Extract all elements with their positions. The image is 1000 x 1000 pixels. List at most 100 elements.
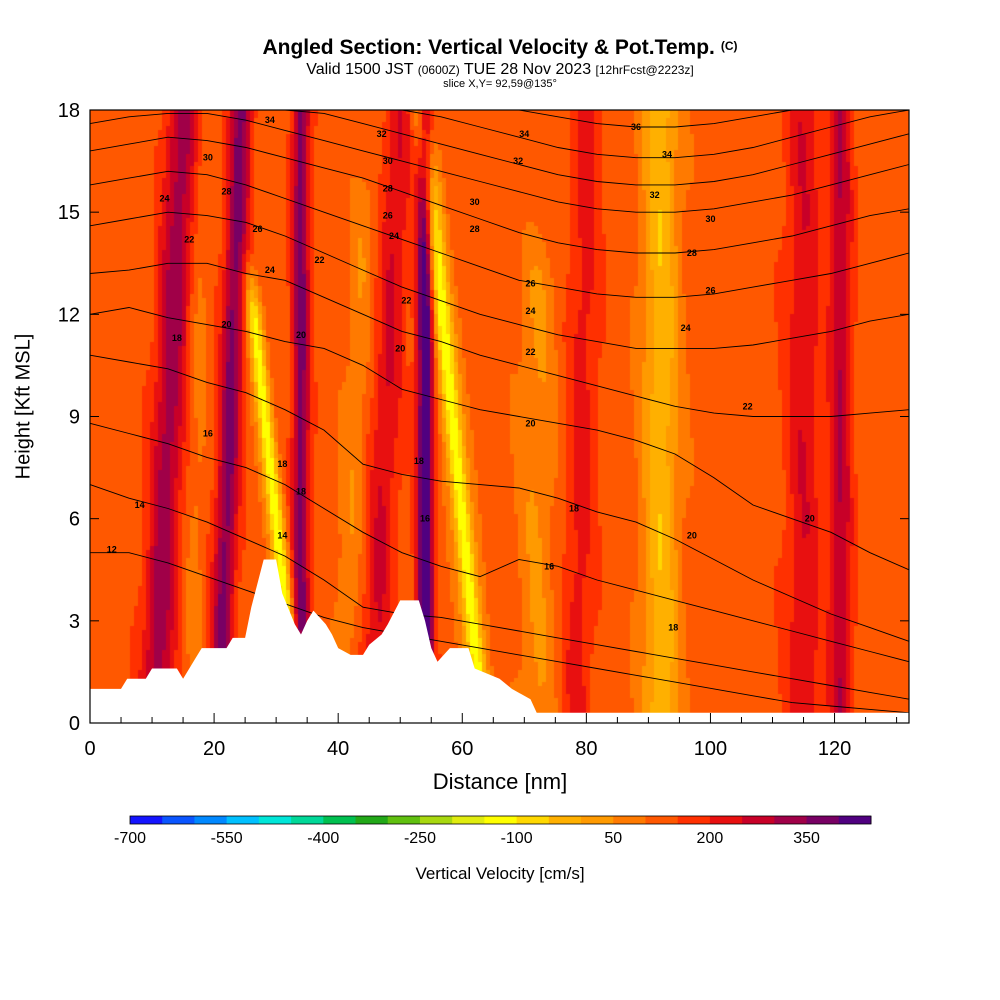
contour-label: 20 bbox=[296, 330, 306, 340]
contour-label: 24 bbox=[159, 194, 169, 204]
colorbar-tick-label: 50 bbox=[604, 830, 622, 847]
contour-labels: 12 14 14 16 16 16 18 18 18 18 18 18 20 20 20 20 20 20 22 22… bbox=[107, 115, 815, 632]
x-tick-label: 40 bbox=[327, 738, 349, 760]
colorbar-swatch bbox=[645, 816, 679, 824]
contour-label: 28 bbox=[687, 248, 697, 258]
theta-contour-20 bbox=[89, 307, 910, 571]
theta-contour-14 bbox=[89, 484, 910, 700]
theta-contours bbox=[89, 109, 910, 714]
contour-label: 14 bbox=[277, 531, 287, 541]
x-tick-label: 100 bbox=[694, 738, 727, 760]
chart-subtitle: Valid 1500 JST (0600Z) TUE 28 Nov 2023 [… bbox=[306, 61, 694, 78]
colorbar-swatch bbox=[291, 816, 324, 824]
colorbar: -700 -550 -400 -250 -100 50 200 350 bbox=[114, 815, 872, 847]
contour-label: 32 bbox=[650, 190, 660, 200]
contour-label: 20 bbox=[221, 320, 231, 330]
contour-label: 34 bbox=[662, 149, 672, 159]
contour-label: 26 bbox=[705, 285, 715, 295]
contour-label: 20 bbox=[395, 343, 405, 353]
y-tick-label: 6 bbox=[69, 509, 80, 531]
contour-label: 18 bbox=[569, 503, 579, 513]
contour-label: 34 bbox=[519, 129, 529, 139]
contour-label: 28 bbox=[383, 183, 393, 193]
contour-label: 20 bbox=[805, 514, 815, 524]
x-axis-label: Distance [nm] bbox=[432, 769, 568, 794]
contour-label: 24 bbox=[526, 306, 536, 316]
theta-contour-18 bbox=[89, 354, 910, 642]
colorbar-tick-label: -550 bbox=[211, 830, 243, 847]
colorbar-swatch bbox=[613, 816, 646, 824]
colorbar-swatch bbox=[419, 816, 453, 824]
theta-contour-30 bbox=[89, 112, 910, 213]
contour-label: 26 bbox=[383, 211, 393, 221]
contour-label: 22 bbox=[315, 255, 325, 265]
contour-label: 20 bbox=[526, 418, 536, 428]
slice-label: slice X,Y= 92,59@135° bbox=[443, 78, 557, 90]
contour-label: 30 bbox=[203, 153, 213, 163]
contour-label: 16 bbox=[420, 514, 430, 524]
colorbar-swatch bbox=[387, 816, 421, 824]
colorbar-label: Vertical Velocity [cm/s] bbox=[415, 864, 585, 883]
y-tick-label: 3 bbox=[69, 611, 80, 633]
colorbar-swatch bbox=[226, 816, 260, 824]
colorbar-swatch bbox=[742, 816, 775, 824]
contour-label: 16 bbox=[544, 561, 554, 571]
theta-contour-12 bbox=[90, 552, 910, 714]
contour-label: 32 bbox=[513, 156, 523, 166]
colorbar-swatch bbox=[838, 816, 872, 824]
contour-label: 16 bbox=[203, 429, 213, 439]
contour-label: 18 bbox=[277, 459, 287, 469]
colorbar-swatch bbox=[774, 816, 808, 824]
colorbar-tick-label: 200 bbox=[697, 830, 724, 847]
colorbar-tick-label: -100 bbox=[501, 830, 533, 847]
contour-label: 28 bbox=[470, 224, 480, 234]
colorbar-swatch bbox=[452, 816, 485, 824]
contour-label: 30 bbox=[383, 156, 393, 166]
contour-label: 26 bbox=[253, 224, 263, 234]
y-axis-label: Height [Kft MSL] bbox=[12, 333, 35, 480]
contour-label: 32 bbox=[377, 129, 387, 139]
colorbar-swatch bbox=[806, 816, 840, 824]
contour-label: 36 bbox=[631, 122, 641, 132]
colorbar-swatch bbox=[709, 816, 743, 824]
contour-label: 20 bbox=[687, 531, 697, 541]
contour-label: 24 bbox=[265, 265, 275, 275]
contour-label: 22 bbox=[743, 401, 753, 411]
contour-label: 34 bbox=[265, 115, 275, 125]
x-tick-label: 20 bbox=[203, 738, 225, 760]
colorbar-swatch bbox=[162, 816, 195, 824]
theta-contour-26 bbox=[89, 170, 910, 298]
colorbar-tick-label: -400 bbox=[307, 830, 339, 847]
colorbar-swatch bbox=[516, 816, 550, 824]
x-tick-label: 0 bbox=[84, 738, 95, 760]
contour-label: 22 bbox=[526, 347, 536, 357]
contour-label: 18 bbox=[668, 623, 678, 633]
theta-contour-22 bbox=[89, 262, 910, 417]
contour-label: 30 bbox=[705, 214, 715, 224]
colorbar-swatch bbox=[548, 816, 582, 824]
contour-label: 18 bbox=[414, 456, 424, 466]
colorbar-swatch bbox=[355, 816, 389, 824]
x-tick-label: 80 bbox=[575, 738, 597, 760]
colorbar-swatch bbox=[194, 816, 228, 824]
colorbar-swatch bbox=[130, 816, 163, 824]
y-tick-label: 15 bbox=[58, 202, 80, 224]
colorbar-frame bbox=[129, 815, 872, 825]
y-tick-label: 18 bbox=[58, 100, 80, 122]
theta-contour-16 bbox=[89, 422, 910, 663]
colorbar-swatch bbox=[484, 816, 518, 824]
contour-label: 28 bbox=[221, 187, 231, 197]
chart-title: Angled Section: Vertical Velocity & Pot.… bbox=[262, 36, 738, 59]
theta-contour-24 bbox=[89, 211, 910, 349]
contour-label: 14 bbox=[135, 500, 145, 510]
contour-label: 22 bbox=[401, 296, 411, 306]
colorbar-swatch bbox=[323, 816, 357, 824]
x-tick-label: 60 bbox=[451, 738, 473, 760]
contour-label: 30 bbox=[470, 197, 480, 207]
x-tick-label: 120 bbox=[818, 738, 851, 760]
y-tick-label: 9 bbox=[69, 407, 80, 429]
contour-label: 24 bbox=[681, 323, 691, 333]
colorbar-tick-label: -700 bbox=[114, 830, 146, 847]
contour-label: 22 bbox=[184, 234, 194, 244]
